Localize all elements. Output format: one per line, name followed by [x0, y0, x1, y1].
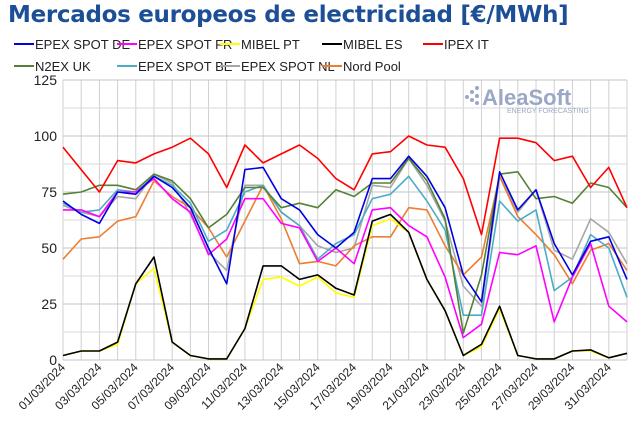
series-line-epex-spot-fr	[63, 177, 628, 339]
legend-item: IPEX IT	[423, 37, 489, 52]
legend-label: EPEX SPOT NL	[241, 59, 335, 74]
legend-item: N2EX UK	[14, 59, 91, 74]
y-tick-label: 0	[49, 352, 57, 368]
legend-label: IPEX IT	[444, 37, 489, 52]
legend-label: EPEX SPOT DE	[35, 37, 130, 52]
chart-title: Mercados europeos de electricidad [€/MWh…	[8, 2, 569, 28]
series-line-ipex-it	[62, 135, 628, 236]
legend-label: Nord Pool	[343, 59, 401, 74]
legend-item: MIBEL ES	[322, 37, 403, 52]
series-line-mibel-es	[62, 213, 628, 360]
y-tick-label: 125	[34, 72, 58, 88]
legend-item: Nord Pool	[322, 59, 401, 74]
y-tick-label: 75	[41, 184, 57, 200]
legend-item: EPEX SPOT NL	[220, 59, 335, 74]
series-line-epex-spot-de	[62, 155, 628, 303]
y-tick-label: 25	[41, 296, 57, 312]
logo-dot	[475, 86, 479, 90]
legend-label: N2EX UK	[35, 59, 91, 74]
logo-dot	[475, 94, 479, 98]
y-tick-label: 100	[34, 128, 58, 144]
logo-tagline: ENERGY FORECASTING	[507, 108, 589, 115]
legend-label: MIBEL ES	[343, 37, 403, 52]
legend-item: EPEX SPOT FR	[117, 37, 232, 52]
logo-dot	[470, 90, 474, 94]
legend-item: EPEX SPOT DE	[14, 37, 130, 52]
y-tick-label: 50	[41, 240, 57, 256]
legend-label: EPEX SPOT FR	[138, 37, 232, 52]
logo-text: AleaSoft	[482, 85, 572, 110]
logo-dot	[470, 98, 474, 102]
logo-dot	[465, 95, 469, 99]
logo-dot	[475, 101, 479, 105]
legend-label: EPEX SPOT BE	[138, 59, 233, 74]
legend-item: EPEX SPOT BE	[117, 59, 233, 74]
legend-label: MIBEL PT	[241, 37, 300, 52]
legend-item: MIBEL PT	[220, 37, 300, 52]
